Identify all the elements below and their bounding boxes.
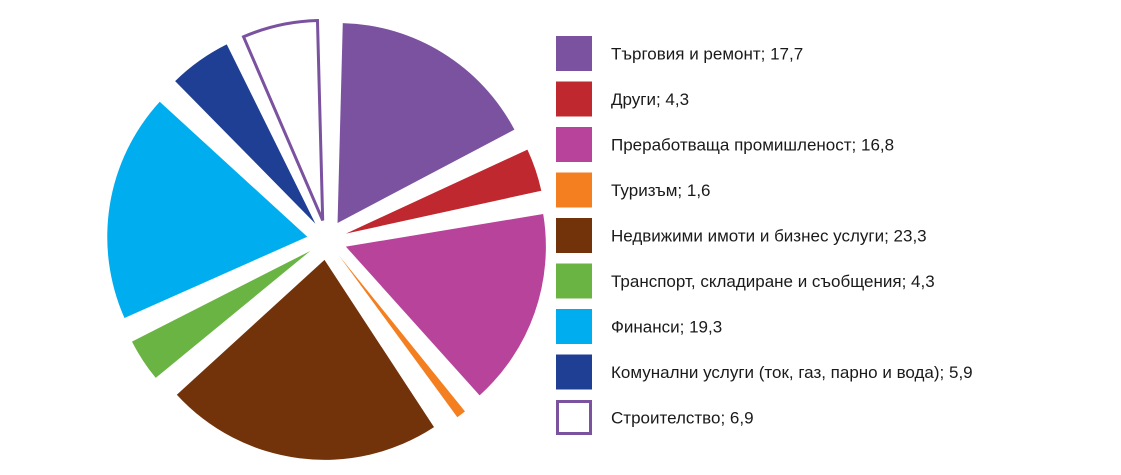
legend-swatch-8: [556, 354, 592, 390]
legend-swatch-3: [556, 127, 592, 162]
legend-swatch-5: [556, 218, 592, 253]
pie-slice-9: [241, 18, 325, 222]
legend-label-4: Туризъм; 1,6: [611, 181, 711, 200]
pie-slices: [107, 18, 546, 460]
pie-slice-8: [175, 44, 316, 224]
legend-swatch-9: [556, 400, 592, 435]
legend-swatch-2: [556, 81, 592, 117]
legend-swatch-4: [556, 172, 592, 208]
pie-slice-6: [131, 250, 311, 378]
pie-slice-7: [107, 101, 308, 318]
legend: Търговия и ремонт; 17,7 Други; 4,3 Прерабо…: [556, 36, 973, 435]
legend-label-2: Други; 4,3: [611, 90, 689, 109]
pie-slice-5: [176, 259, 435, 460]
legend-label-5: Недвижими имоти и бизнес услуги; 23,3: [611, 227, 927, 246]
legend-swatch-1: [556, 36, 592, 71]
legend-label-1: Търговия и ремонт; 17,7: [611, 45, 803, 64]
legend-swatch-7: [556, 309, 592, 344]
pie-slice-4: [339, 255, 465, 418]
legend-label-7: Финанси; 19,3: [611, 318, 722, 337]
legend-label-3: Преработваща промишленост; 16,8: [611, 136, 894, 155]
pie-slice-1: [337, 23, 515, 224]
legend-label-8: Комунални услуги (ток, газ, парно и вода…: [611, 363, 973, 382]
pie-slice-3: [345, 214, 546, 396]
legend-label-9: Строителство; 6,9: [611, 409, 754, 428]
pie-slice-2: [345, 149, 542, 234]
legend-swatch-6: [556, 263, 592, 299]
legend-label-6: Транспорт, складиране и съобщения; 4,3: [611, 272, 935, 291]
